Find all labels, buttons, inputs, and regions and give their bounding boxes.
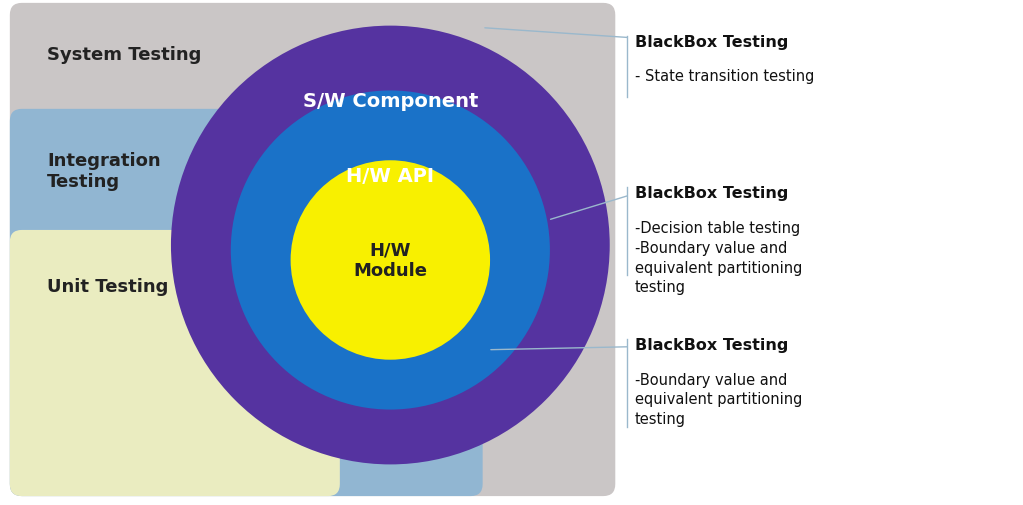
FancyBboxPatch shape [10, 4, 615, 496]
Text: System Testing: System Testing [47, 46, 202, 64]
Text: S/W Component: S/W Component [303, 92, 478, 111]
Text: BlackBox Testing: BlackBox Testing [634, 337, 788, 352]
Text: H/W API: H/W API [347, 166, 435, 185]
Text: -Boundary value and
equivalent partitioning
testing: -Boundary value and equivalent partition… [634, 372, 802, 426]
Text: Unit Testing: Unit Testing [47, 278, 169, 295]
Text: BlackBox Testing: BlackBox Testing [634, 186, 788, 201]
Text: Integration
Testing: Integration Testing [47, 152, 161, 190]
Circle shape [291, 161, 490, 360]
Text: BlackBox Testing: BlackBox Testing [634, 34, 788, 49]
Circle shape [231, 91, 550, 410]
FancyBboxPatch shape [10, 230, 340, 496]
Text: - State transition testing: - State transition testing [634, 68, 814, 83]
FancyBboxPatch shape [10, 110, 483, 496]
Circle shape [171, 27, 610, 465]
Text: -Decision table testing
-Boundary value and
equivalent partitioning
testing: -Decision table testing -Boundary value … [634, 221, 802, 295]
Text: H/W
Module: H/W Module [353, 241, 428, 280]
